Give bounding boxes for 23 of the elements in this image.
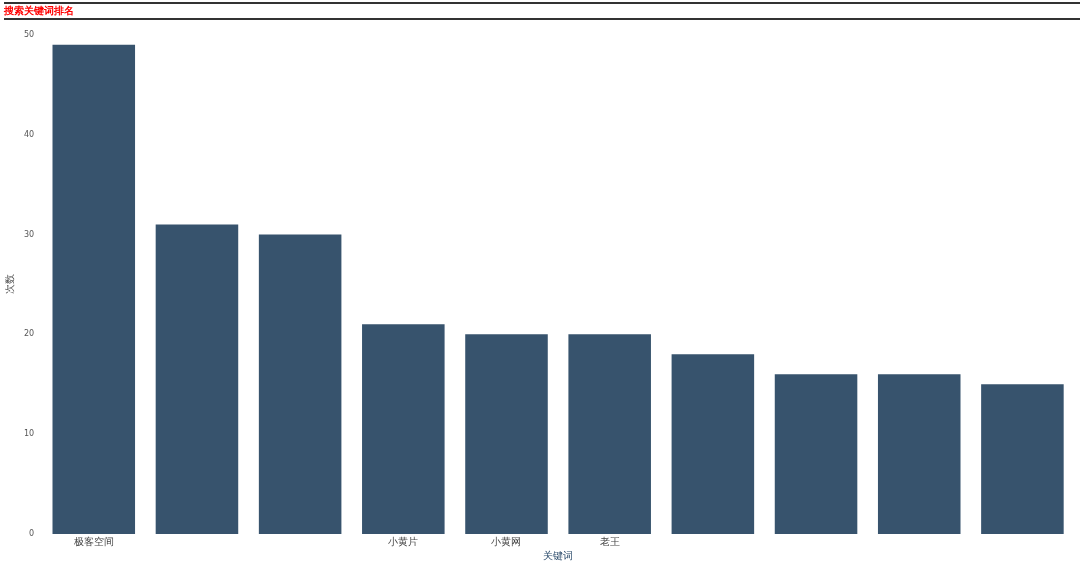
x-tick-label: 小黄网: [491, 535, 522, 547]
bar: [774, 374, 858, 534]
bar: [362, 324, 445, 534]
bar: [52, 44, 136, 534]
bar: [465, 334, 548, 534]
y-axis-title: 次数: [3, 274, 15, 295]
x-axis-title: 关键词: [543, 549, 574, 561]
chart-title: 搜索关键词排名: [4, 2, 1080, 20]
bar: [981, 384, 1064, 534]
y-tick-label: 10: [23, 429, 35, 439]
bar: [568, 334, 651, 534]
bar: [258, 234, 342, 534]
y-tick-label: 20: [23, 329, 35, 339]
y-tick-label: 40: [23, 129, 35, 139]
y-tick-label: 30: [23, 229, 35, 239]
x-tick-label: 老王: [599, 535, 620, 547]
bar: [671, 354, 755, 534]
bar: [155, 224, 239, 534]
y-tick-label: 0: [29, 529, 35, 539]
bar: [877, 374, 961, 534]
y-tick-label: 50: [23, 29, 35, 39]
x-tick-label: 极客空间: [72, 535, 114, 547]
x-tick-label: 小黄片: [388, 535, 419, 547]
